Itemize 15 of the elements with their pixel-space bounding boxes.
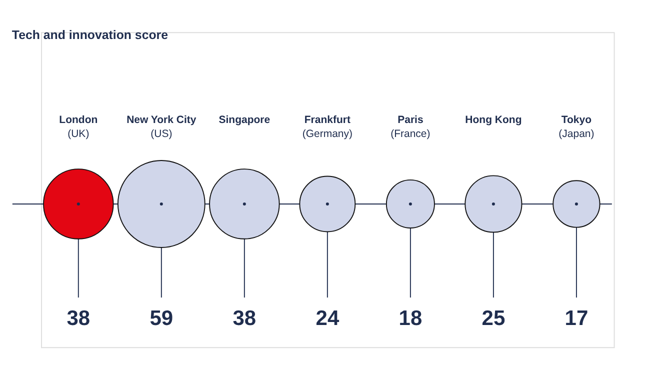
data-label: 17 (564, 307, 588, 330)
category-label: Tokyo (Japan) (558, 114, 594, 140)
data-label: 25 (482, 307, 506, 330)
category-label: Paris (France) (390, 114, 430, 140)
data-label: 38 (232, 307, 256, 330)
category-label: Frankfurt (Germany) (302, 114, 353, 140)
text: Tech and innovation score (12, 28, 168, 42)
category-label: Hong Kong (465, 114, 522, 126)
category-label: London (UK) (59, 114, 98, 140)
data-label: 24 (316, 307, 340, 330)
data-label: 38 (66, 307, 90, 330)
category-label: New York City (US) (126, 114, 196, 140)
data-label: 59 (150, 307, 174, 330)
category-label: Singapore (218, 114, 270, 126)
data-label: 18 (398, 307, 422, 330)
